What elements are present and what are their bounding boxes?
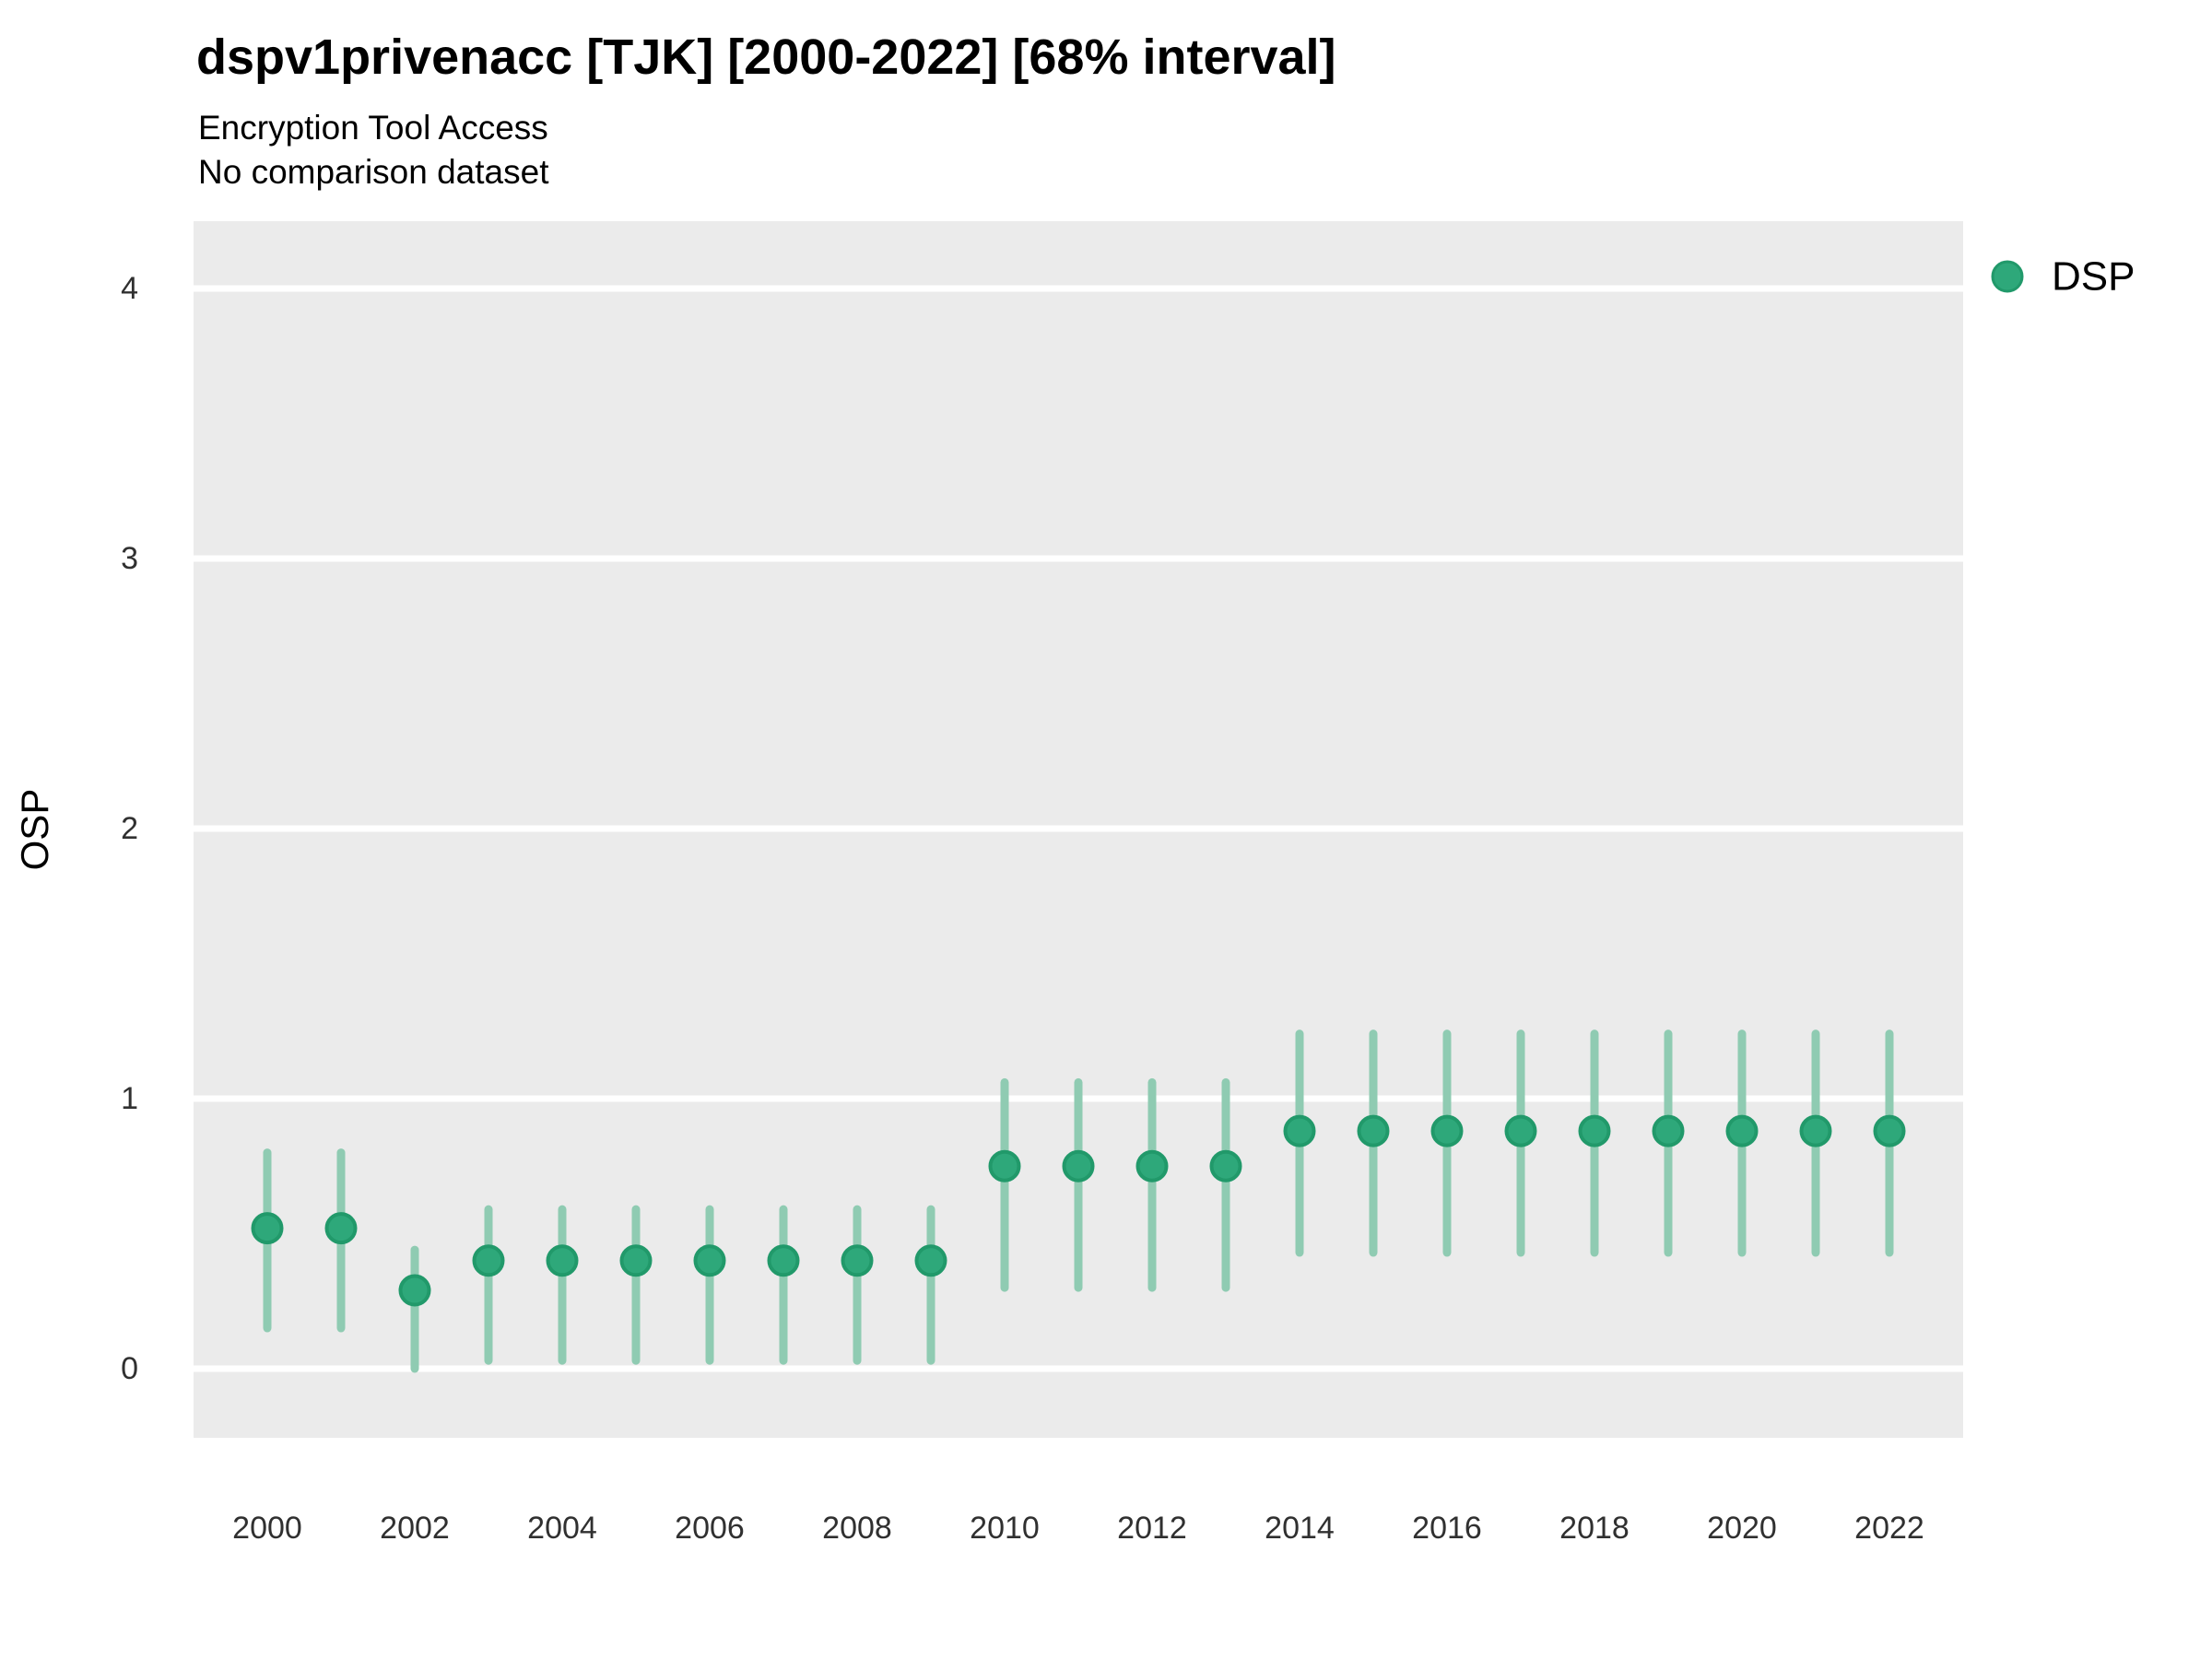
y-tick-label-4: 4	[121, 271, 138, 306]
data-point-2008	[841, 1244, 874, 1277]
data-point-2010	[988, 1149, 1021, 1182]
y-axis-title: OSP	[13, 789, 56, 871]
x-tick-label-2018: 2018	[1559, 1511, 1630, 1546]
data-point-2011	[1062, 1149, 1095, 1182]
x-tick-label-2020: 2020	[1707, 1511, 1777, 1546]
x-tick-label-2004: 2004	[527, 1511, 597, 1546]
legend: DSP	[1991, 254, 2135, 300]
data-point-2012	[1135, 1149, 1169, 1182]
legend-swatch-DSP	[1991, 260, 2024, 293]
x-tick-label-2016: 2016	[1412, 1511, 1482, 1546]
data-point-2014	[1283, 1114, 1316, 1147]
y-tick-label-3: 3	[121, 541, 138, 576]
x-tick-label-2014: 2014	[1265, 1511, 1335, 1546]
x-tick-label-2000: 2000	[232, 1511, 302, 1546]
data-point-2007	[767, 1244, 800, 1277]
data-point-2016	[1430, 1114, 1464, 1147]
x-tick-label-2002: 2002	[380, 1511, 450, 1546]
x-tick-label-2008: 2008	[822, 1511, 892, 1546]
y-tick-label-1: 1	[121, 1081, 138, 1116]
data-point-2021	[1799, 1114, 1832, 1147]
data-point-2013	[1209, 1149, 1242, 1182]
data-point-2009	[914, 1244, 947, 1277]
data-point-2020	[1725, 1114, 1759, 1147]
chart-title: dspv1privenacc [TJK] [2000-2022] [68% in…	[196, 29, 1336, 85]
x-tick-label-2006: 2006	[675, 1511, 745, 1546]
legend-label-DSP: DSP	[2052, 254, 2135, 300]
x-tick-label-2022: 2022	[1854, 1511, 1924, 1546]
data-point-2018	[1578, 1114, 1611, 1147]
data-point-2005	[619, 1244, 653, 1277]
chart-note: No comparison dataset	[198, 153, 549, 191]
data-point-2015	[1357, 1114, 1390, 1147]
y-tick-label-0: 0	[121, 1351, 138, 1386]
x-tick-label-2012: 2012	[1117, 1511, 1187, 1546]
data-point-2019	[1652, 1114, 1685, 1147]
x-tick-label-2010: 2010	[970, 1511, 1040, 1546]
chart-subtitle: Encryption Tool Access	[198, 109, 548, 147]
data-point-2002	[398, 1274, 431, 1307]
data-point-2006	[693, 1244, 726, 1277]
data-point-2004	[546, 1244, 579, 1277]
data-point-2017	[1504, 1114, 1537, 1147]
data-point-2022	[1873, 1114, 1906, 1147]
data-point-2001	[324, 1212, 358, 1245]
y-tick-label-2: 2	[121, 811, 138, 846]
data-point-2003	[472, 1244, 505, 1277]
data-point-2000	[251, 1212, 284, 1245]
